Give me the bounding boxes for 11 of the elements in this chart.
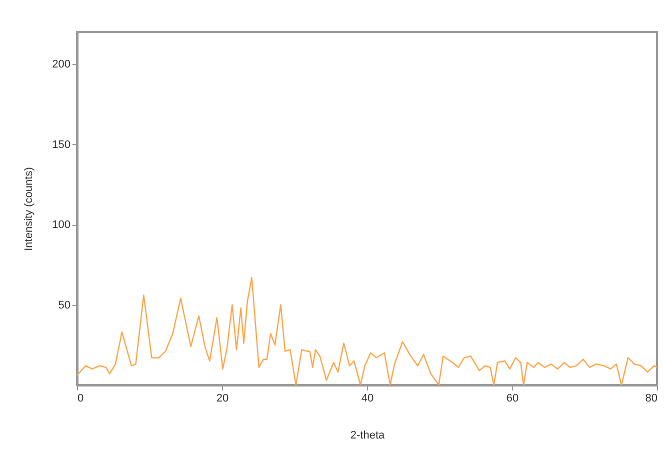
x-tick-label: 40 — [361, 392, 374, 404]
x-tick-label: 80 — [645, 392, 658, 404]
x-tick-label: 60 — [506, 392, 519, 404]
y-tick-label: 100 — [52, 219, 70, 232]
x-tick-label: 0 — [78, 392, 84, 404]
y-axis-title: Intensity (counts) — [23, 167, 36, 251]
x-tick-label: 20 — [216, 392, 229, 404]
y-tick-label: 150 — [52, 138, 70, 151]
y-tick-label: 200 — [52, 58, 70, 71]
y-tick-label: 50 — [58, 299, 70, 312]
x-axis-title: 2-theta — [350, 430, 386, 442]
